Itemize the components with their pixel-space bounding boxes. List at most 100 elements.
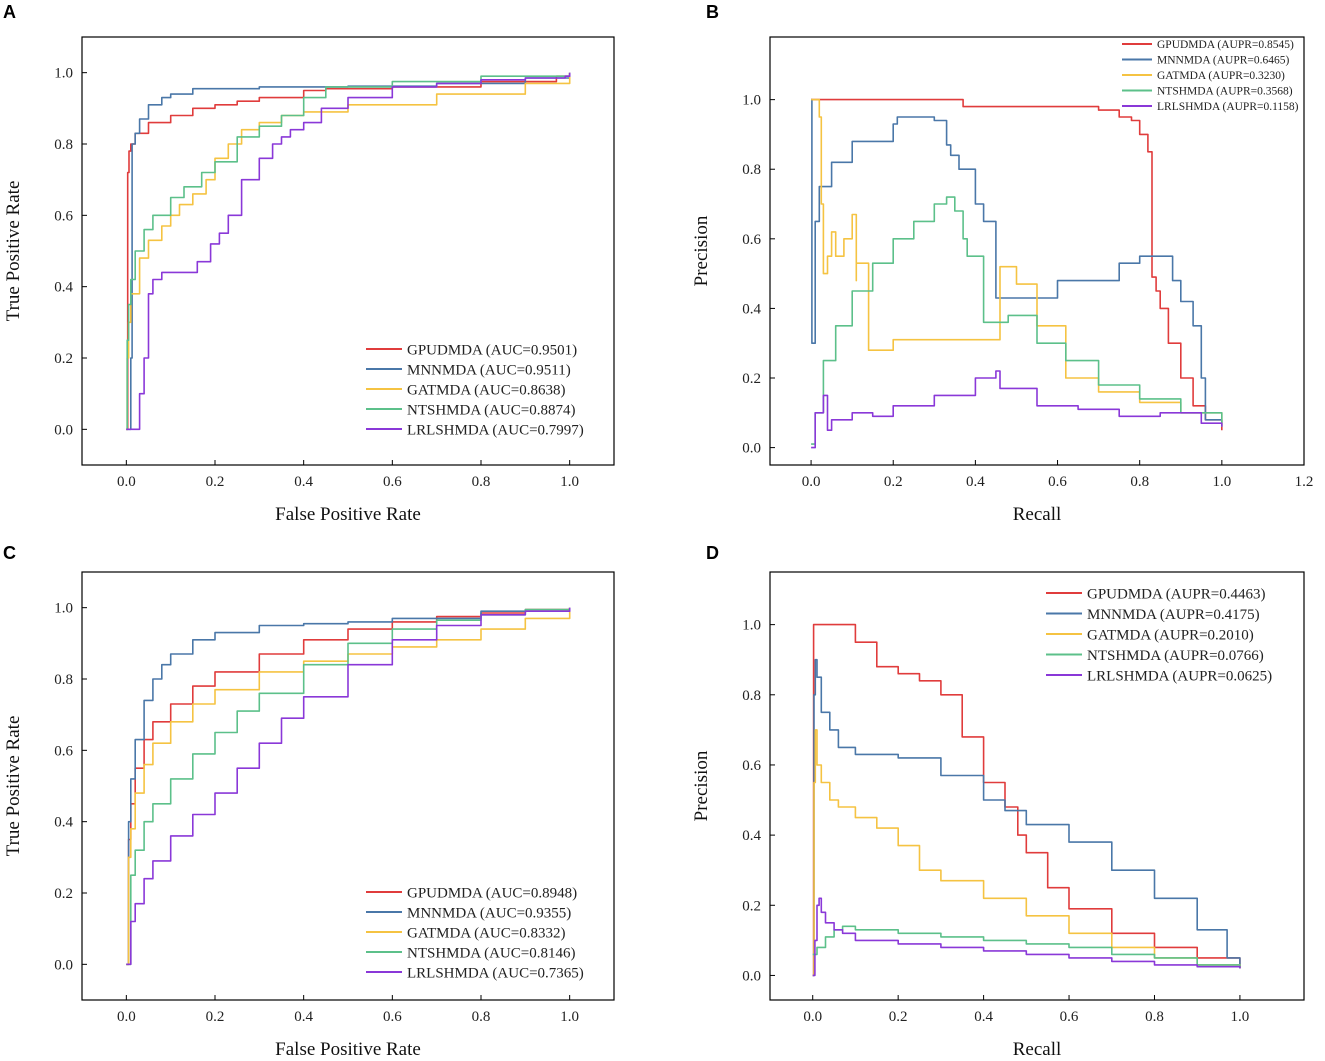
- series-line-lrlshmda: [126, 607, 571, 966]
- legend-entry: NTSHMDA (AUC=0.8874): [407, 402, 575, 418]
- plot-frame: [81, 36, 615, 466]
- y-tick-label: 0.2: [742, 898, 761, 914]
- x-tick-label: 0.4: [974, 1009, 993, 1025]
- x-tick-label: 0.8: [1130, 474, 1149, 490]
- y-axis-label: Precision: [691, 215, 712, 286]
- x-tick-label: 0.8: [472, 1009, 491, 1025]
- panel-label-d: D: [706, 543, 719, 563]
- y-tick-label: 0.6: [742, 232, 761, 248]
- legend-entry: MNNMDA (AUPR=0.6465): [1157, 55, 1290, 67]
- legend: GPUDMDA (AUC=0.8948) MNNMDA (AUC=0.9355) G…: [366, 885, 584, 981]
- legend-entry: GATMDA (AUPR=0.2010): [1087, 627, 1254, 643]
- panel-label-c: C: [3, 543, 16, 563]
- x-tick-label: 0.4: [966, 474, 985, 490]
- x-axis-label: Recall: [1013, 504, 1062, 525]
- x-axis-label: Recall: [1013, 1039, 1062, 1060]
- series-line-ntshmda: [126, 72, 571, 431]
- x-tick-label: 0.2: [206, 474, 225, 490]
- y-tick-label: 0.0: [742, 441, 761, 457]
- legend-entry: GATMDA (AUPR=0.3230): [1157, 70, 1285, 82]
- series-line-ntshmda: [811, 196, 1223, 445]
- y-tick-label: 0.4: [54, 815, 73, 831]
- legend-entry: GPUDMDA (AUPR=0.4463): [1087, 586, 1265, 602]
- x-tick-label: 0.6: [1060, 1009, 1079, 1025]
- x-tick-label: 0.2: [889, 1009, 908, 1025]
- x-tick-label: 0.4: [294, 1009, 313, 1025]
- legend-entry: NTSHMDA (AUC=0.8146): [407, 945, 575, 961]
- legend-entry: LRLSHMDA (AUPR=0.1158): [1157, 101, 1299, 113]
- legend-entry: LRLSHMDA (AUPR=0.0625): [1087, 668, 1272, 684]
- x-tick-label: 0.0: [803, 1009, 822, 1025]
- series-line-gpudmda: [126, 607, 571, 966]
- series-line-ntshmda: [812, 925, 1241, 969]
- series-line-mnnmda: [126, 607, 571, 966]
- legend-entry: MNNMDA (AUC=0.9355): [407, 905, 571, 921]
- y-tick-label: 0.2: [54, 886, 73, 902]
- chart-panel-b: 0.0 0.2 0.4 0.6 0.8 1.0 1.2 0.0 0.2 0.4 0.6 0.8 1.0 R…: [691, 36, 1313, 525]
- y-tick-label: 0.2: [54, 351, 73, 367]
- y-tick-label: 0.8: [742, 162, 761, 178]
- plot-frame: [769, 36, 1305, 466]
- y-axis-label: Precision: [691, 750, 712, 821]
- chart-panel-d: 0.0 0.2 0.4 0.6 0.8 1.0 0.0 0.2 0.4 0.6 0.8 1.0 Reca…: [691, 571, 1305, 1060]
- legend-entry: GPUDMDA (AUC=0.8948): [407, 885, 577, 901]
- legend-entry: LRLSHMDA (AUC=0.7997): [407, 422, 584, 438]
- x-tick-label: 0.4: [294, 474, 313, 490]
- x-axis-label: False Positive Rate: [275, 1039, 421, 1060]
- legend: GPUDMDA (AUPR=0.8545) MNNMDA (AUPR=0.6465…: [1122, 39, 1299, 113]
- x-tick-label: 1.0: [1212, 474, 1231, 490]
- y-tick-label: 0.6: [54, 743, 73, 759]
- y-tick-label: 0.4: [742, 828, 761, 844]
- x-tick-label: 1.0: [560, 474, 579, 490]
- x-tick-label: 1.0: [1231, 1009, 1250, 1025]
- panel-label-b: B: [706, 2, 719, 22]
- x-tick-label: 0.8: [1145, 1009, 1164, 1025]
- y-tick-label: 0.4: [54, 280, 73, 296]
- legend-entry: GPUDMDA (AUPR=0.8545): [1157, 39, 1294, 51]
- y-tick-label: 1.0: [54, 66, 73, 82]
- x-tick-label: 0.6: [383, 1009, 402, 1025]
- plot-frame: [81, 571, 615, 1001]
- y-tick-label: 0.6: [54, 208, 73, 224]
- x-tick-label: 0.6: [383, 474, 402, 490]
- x-tick-label: 1.0: [560, 1009, 579, 1025]
- y-tick-label: 1.0: [742, 93, 761, 109]
- y-tick-label: 0.4: [742, 301, 761, 317]
- legend-entry: MNNMDA (AUPR=0.4175): [1087, 607, 1260, 623]
- plot-frame: [769, 571, 1305, 1001]
- legend-entry: LRLSHMDA (AUC=0.7365): [407, 965, 584, 981]
- series-line-mnnmda: [811, 98, 1223, 424]
- x-tick-label: 0.2: [206, 1009, 225, 1025]
- x-tick-label: 0.2: [884, 474, 903, 490]
- series-line-lrlshmda: [812, 897, 1241, 977]
- series-line-ntshmda: [126, 607, 571, 966]
- y-tick-label: 0.0: [54, 957, 73, 973]
- series-line-gpudmda: [811, 98, 1223, 431]
- legend: GPUDMDA (AUC=0.9501) MNNMDA (AUC=0.9511) G…: [366, 342, 584, 438]
- series-line-mnnmda: [812, 658, 1241, 977]
- legend-entry: NTSHMDA (AUPR=0.0766): [1087, 648, 1264, 664]
- series-line-gpudmda: [126, 72, 571, 431]
- series-line-gatmda: [126, 607, 571, 966]
- y-tick-label: 0.0: [742, 968, 761, 984]
- y-axis-label: True Positive Rate: [3, 716, 24, 857]
- y-tick-label: 1.0: [742, 618, 761, 634]
- y-tick-label: 0.8: [742, 688, 761, 704]
- legend-entry: MNNMDA (AUC=0.9511): [407, 362, 571, 378]
- legend-entry: GATMDA (AUC=0.8332): [407, 925, 565, 941]
- x-axis-label: False Positive Rate: [275, 504, 421, 525]
- legend: GPUDMDA (AUPR=0.4463) MNNMDA (AUPR=0.4175…: [1046, 586, 1272, 684]
- x-tick-label: 0.8: [472, 474, 491, 490]
- x-tick-label: 0.0: [117, 474, 136, 490]
- series-line-gatmda: [126, 72, 571, 431]
- x-tick-label: 0.0: [802, 474, 821, 490]
- chart-panel-c: 0.0 0.2 0.4 0.6 0.8 1.0 0.0 0.2 0.4 0.6 0.8 1.0 Fals…: [3, 571, 615, 1060]
- legend-entry: GATMDA (AUC=0.8638): [407, 382, 565, 398]
- panel-label-a: A: [3, 2, 16, 22]
- y-tick-label: 0.0: [54, 422, 73, 438]
- y-axis-label: True Positive Rate: [3, 181, 24, 322]
- chart-panel-a: 0.0 0.2 0.4 0.6 0.8 1.0 0.0 0.2 0.4 0.6 0.8 1.0 Fals…: [3, 36, 615, 525]
- x-tick-label: 0.0: [117, 1009, 136, 1025]
- series-line-lrlshmda: [126, 72, 571, 431]
